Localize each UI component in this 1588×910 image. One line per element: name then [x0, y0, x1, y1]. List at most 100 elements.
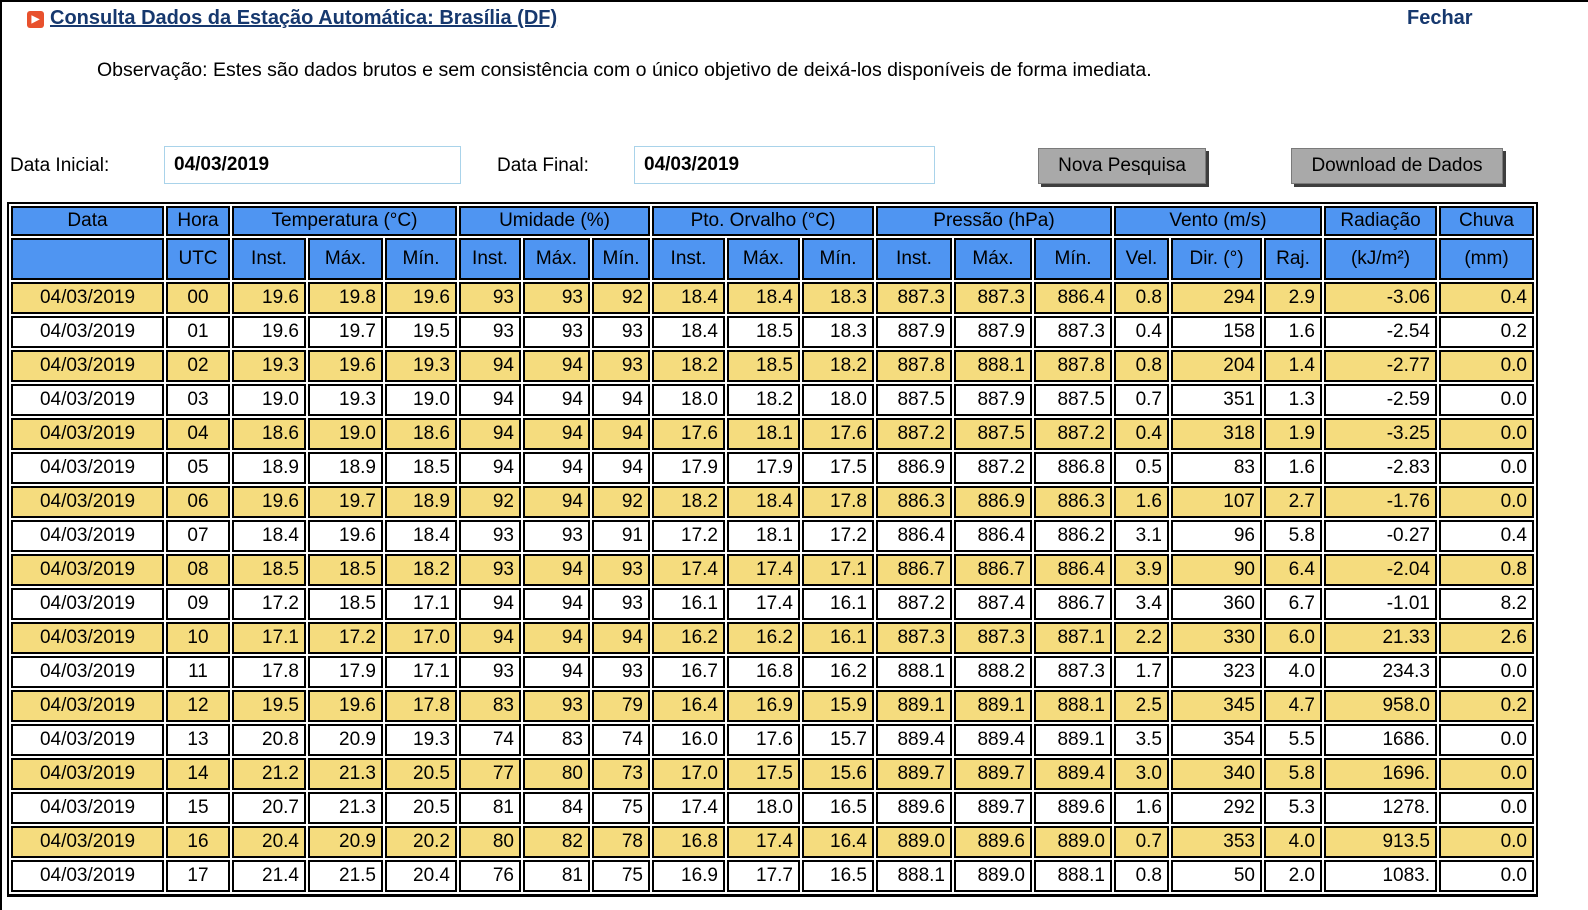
- table-cell: 93: [592, 588, 650, 620]
- column-group-header: Vento (m/s): [1114, 206, 1322, 236]
- column-sub-header: [11, 238, 164, 280]
- table-cell: 2.9: [1264, 282, 1322, 314]
- column-group-header: Pressão (hPa): [876, 206, 1112, 236]
- table-cell: 18.2: [652, 350, 725, 382]
- table-cell: 80: [523, 758, 590, 790]
- table-cell: 158: [1171, 316, 1262, 348]
- table-cell: 18.4: [727, 282, 800, 314]
- table-cell: 6.7: [1264, 588, 1322, 620]
- table-cell: 17.0: [652, 758, 725, 790]
- table-cell: 3.4: [1114, 588, 1169, 620]
- table-cell: 74: [459, 724, 521, 756]
- column-group-header: Temperatura (°C): [232, 206, 457, 236]
- table-cell: 18.9: [385, 486, 457, 518]
- table-cell: 21.5: [308, 860, 383, 892]
- table-cell: 81: [523, 860, 590, 892]
- table-cell: 18.9: [232, 452, 306, 484]
- table-cell: 12: [166, 690, 230, 722]
- table-cell: 19.5: [232, 690, 306, 722]
- table-cell: 17.8: [802, 486, 874, 518]
- table-row: 04/03/2019 03 19.0 19.3 19.0 94 94 94 18.0 18.2 18…: [11, 384, 1534, 416]
- table-row: 04/03/2019 09 17.2 18.5 17.1 94 94 93 16.1 17.4 16…: [11, 588, 1534, 620]
- table-cell: -0.27: [1324, 520, 1437, 552]
- table-cell: 886.9: [954, 486, 1032, 518]
- table-cell: 4.7: [1264, 690, 1322, 722]
- table-cell: 889.1: [876, 690, 952, 722]
- column-sub-header: Inst.: [876, 238, 952, 280]
- table-cell: 04/03/2019: [11, 622, 164, 654]
- table-cell: 1.6: [1114, 792, 1169, 824]
- table-cell: 19.6: [308, 690, 383, 722]
- table-cell: 1696.: [1324, 758, 1437, 790]
- table-cell: 04/03/2019: [11, 418, 164, 450]
- table-row: 04/03/2019 01 19.6 19.7 19.5 93 93 93 18.4 18.5 18…: [11, 316, 1534, 348]
- start-date-input[interactable]: [164, 146, 461, 184]
- table-cell: 17.2: [308, 622, 383, 654]
- table-cell: 19.6: [232, 316, 306, 348]
- table-cell: 0.0: [1439, 418, 1534, 450]
- table-cell: 1.9: [1264, 418, 1322, 450]
- table-cell: 19.5: [385, 316, 457, 348]
- table-cell: 16.5: [802, 792, 874, 824]
- table-cell: 04/03/2019: [11, 316, 164, 348]
- table-cell: 887.1: [1034, 622, 1112, 654]
- table-cell: 19.7: [308, 486, 383, 518]
- table-cell: 20.4: [385, 860, 457, 892]
- table-cell: 0.0: [1439, 826, 1534, 858]
- table-cell: 18.0: [652, 384, 725, 416]
- new-search-button[interactable]: Nova Pesquisa: [1038, 148, 1206, 184]
- table-cell: 08: [166, 554, 230, 586]
- table-cell: 16.1: [802, 622, 874, 654]
- table-cell: 16: [166, 826, 230, 858]
- header-sub-row: UTC Inst. Máx. Mín. Inst. Máx. Mín. Inst. Máx. Mí…: [11, 238, 1534, 280]
- table-cell: 886.7: [954, 554, 1032, 586]
- table-cell: 1278.: [1324, 792, 1437, 824]
- table-cell: 15.9: [802, 690, 874, 722]
- table-cell: 77: [459, 758, 521, 790]
- table-cell: 889.0: [954, 860, 1032, 892]
- table-cell: 04/03/2019: [11, 554, 164, 586]
- table-cell: 78: [592, 826, 650, 858]
- table-cell: 16.2: [727, 622, 800, 654]
- table-cell: 18.5: [727, 350, 800, 382]
- table-cell: 886.4: [954, 520, 1032, 552]
- table-cell: 4.0: [1264, 656, 1322, 688]
- table-cell: 3.0: [1114, 758, 1169, 790]
- table-cell: 107: [1171, 486, 1262, 518]
- table-cell: 0.4: [1114, 418, 1169, 450]
- table-row: 04/03/2019 11 17.8 17.9 17.1 93 94 93 16.7 16.8 16…: [11, 656, 1534, 688]
- title-bullet-icon: ▶: [27, 11, 44, 28]
- table-cell: 04/03/2019: [11, 588, 164, 620]
- table-cell: 84: [523, 792, 590, 824]
- table-cell: 913.5: [1324, 826, 1437, 858]
- table-cell: 19.3: [308, 384, 383, 416]
- table-cell: 958.0: [1324, 690, 1437, 722]
- table-cell: -1.76: [1324, 486, 1437, 518]
- table-cell: 889.4: [876, 724, 952, 756]
- table-cell: 1.6: [1264, 316, 1322, 348]
- download-data-button[interactable]: Download de Dados: [1291, 148, 1503, 184]
- table-cell: 16.0: [652, 724, 725, 756]
- table-cell: 889.1: [1034, 724, 1112, 756]
- table-cell: 0.4: [1439, 520, 1534, 552]
- column-sub-header: (kJ/m²): [1324, 238, 1437, 280]
- table-cell: 16.9: [652, 860, 725, 892]
- table-cell: 888.1: [954, 350, 1032, 382]
- table-row: 04/03/2019 12 19.5 19.6 17.8 83 93 79 16.4 16.9 15…: [11, 690, 1534, 722]
- table-cell: 16.8: [727, 656, 800, 688]
- page-title[interactable]: Consulta Dados da Estação Automática: Br…: [50, 7, 558, 29]
- close-link[interactable]: Fechar: [1407, 7, 1473, 29]
- table-cell: 20.2: [385, 826, 457, 858]
- end-date-input[interactable]: [634, 146, 935, 184]
- table-cell: 21.4: [232, 860, 306, 892]
- table-cell: 18.4: [727, 486, 800, 518]
- table-cell: 889.7: [954, 758, 1032, 790]
- table-row: 04/03/2019 08 18.5 18.5 18.2 93 94 93 17.4 17.4 17…: [11, 554, 1534, 586]
- table-cell: 92: [592, 486, 650, 518]
- table-cell: 886.4: [876, 520, 952, 552]
- table-cell: 294: [1171, 282, 1262, 314]
- table-cell: 17.2: [802, 520, 874, 552]
- table-cell: 0.7: [1114, 826, 1169, 858]
- table-cell: 323: [1171, 656, 1262, 688]
